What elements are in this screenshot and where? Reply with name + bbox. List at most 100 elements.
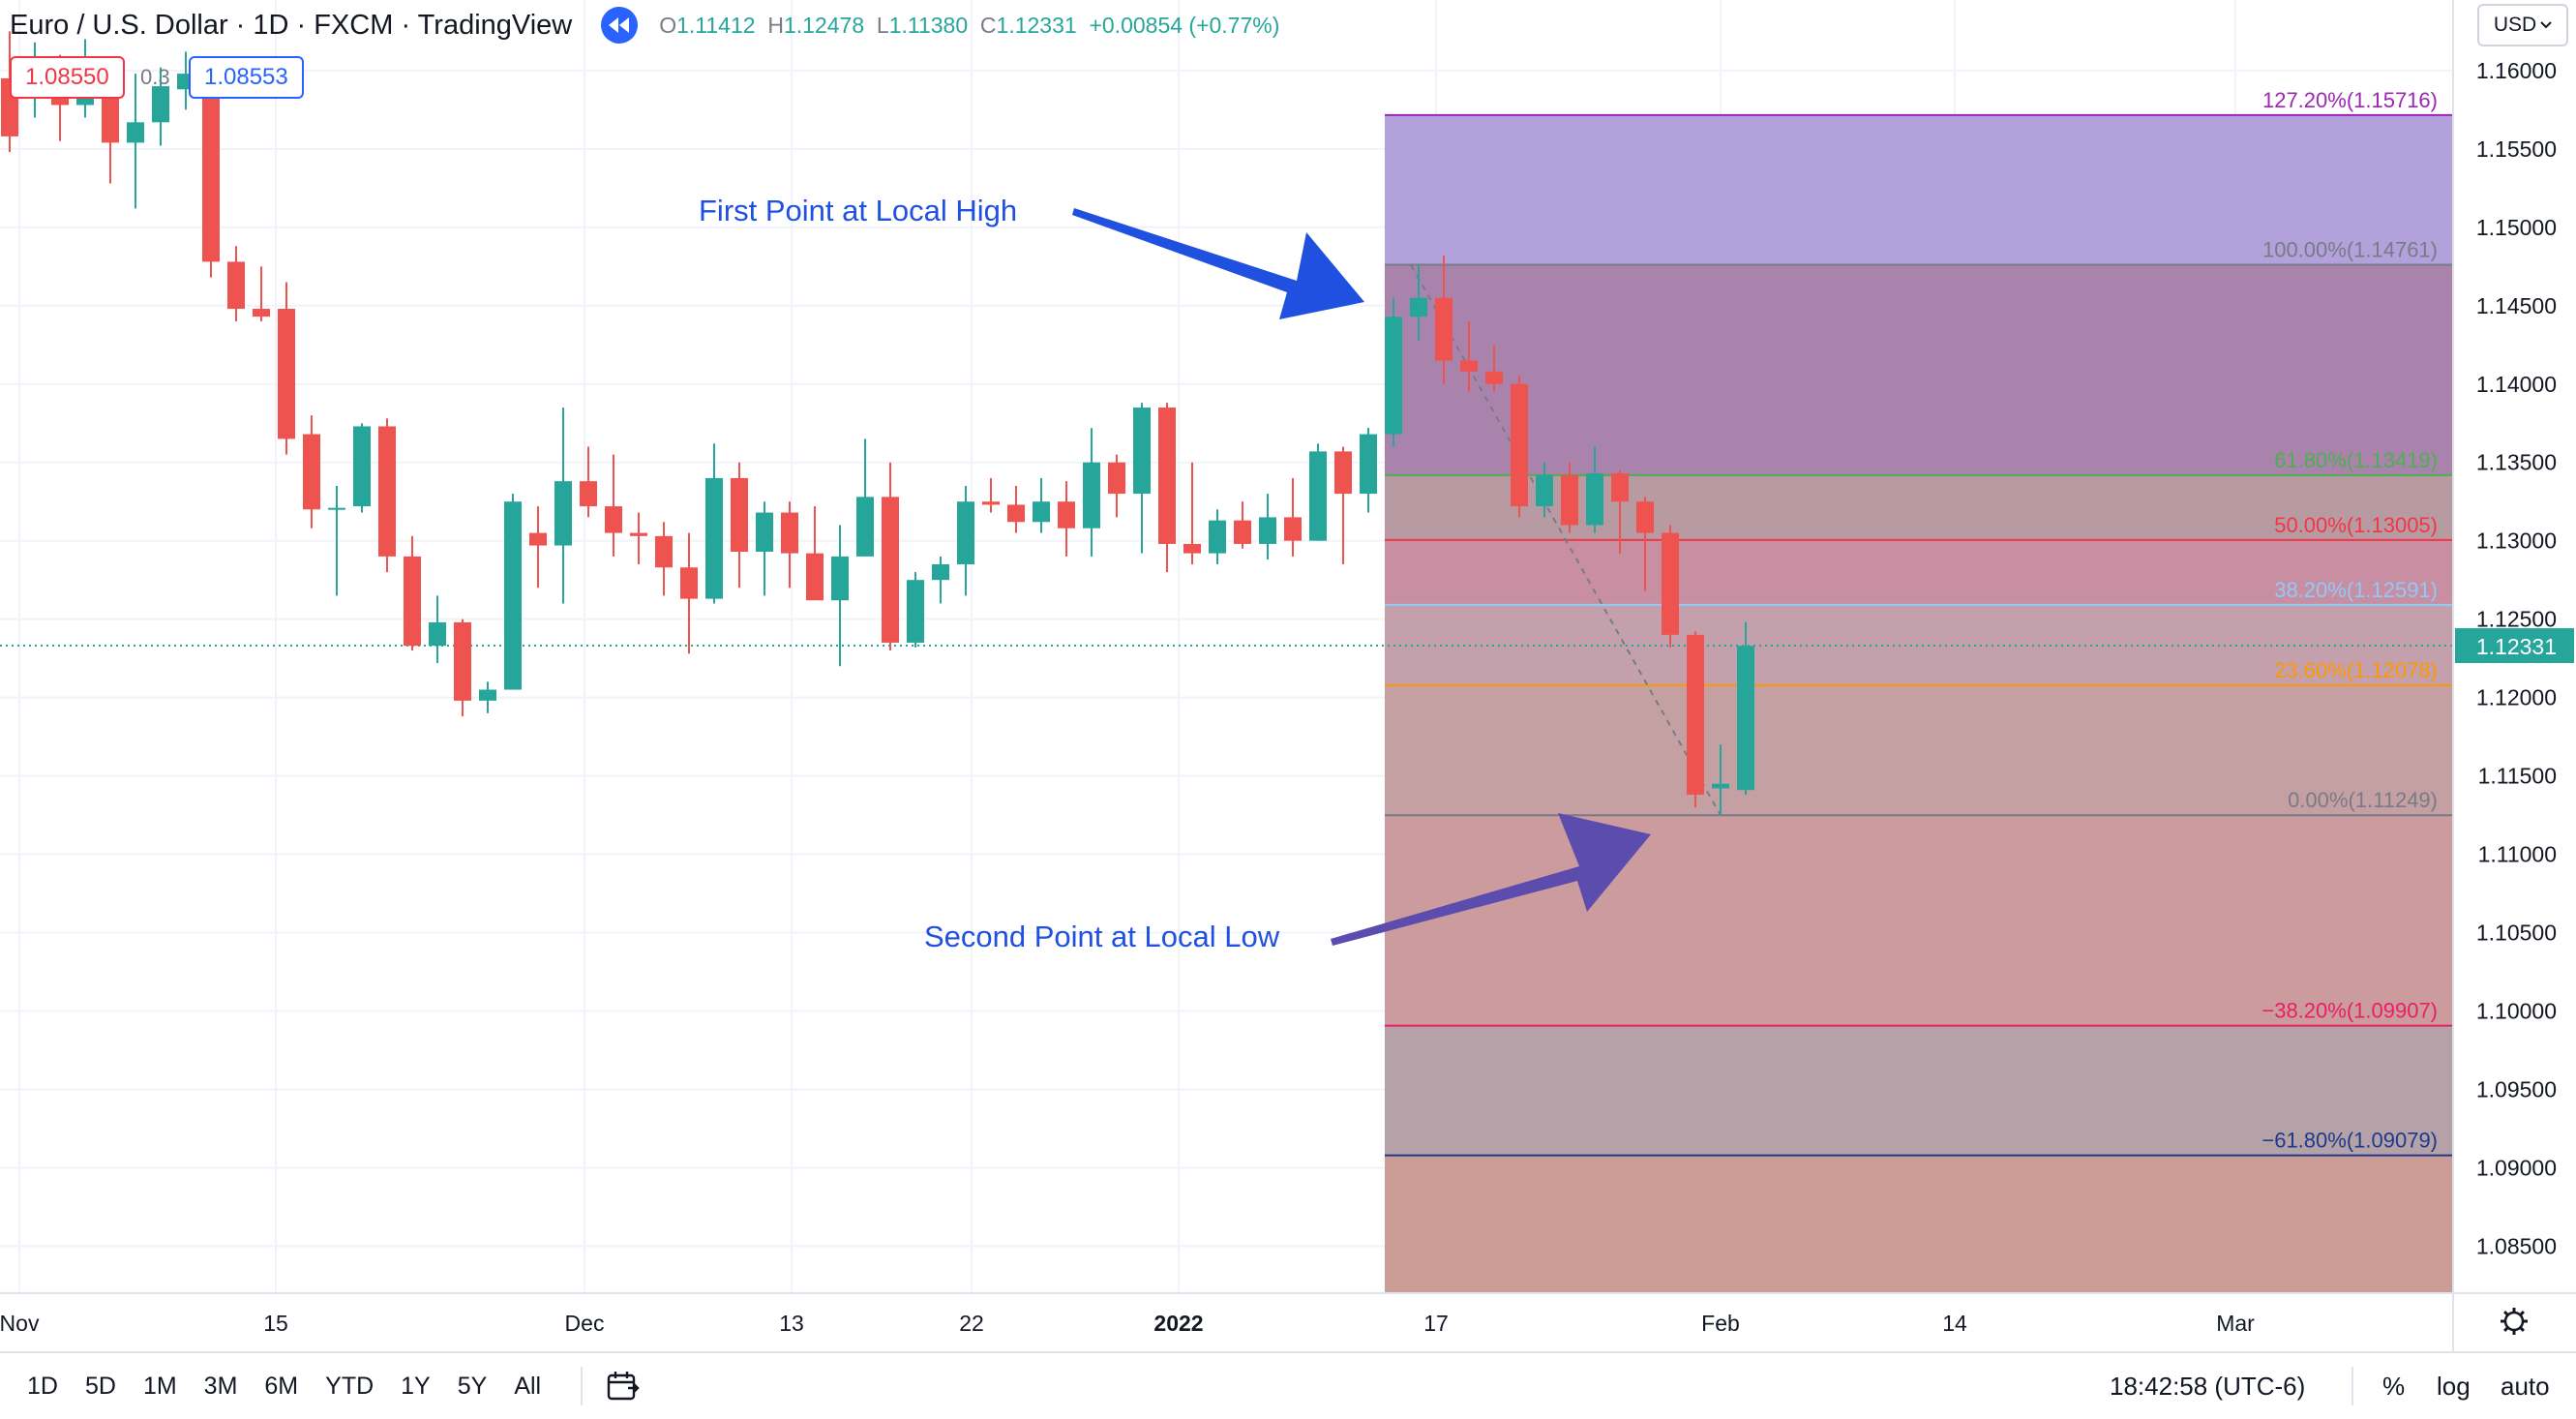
close-value: 1.12331 <box>996 12 1077 38</box>
price-tick-label: 1.11000 <box>2478 842 2557 867</box>
range-button-ytd[interactable]: YTD <box>325 1372 374 1400</box>
price-tick-label: 1.12500 <box>2476 607 2557 632</box>
candle[interactable] <box>1636 501 1654 533</box>
range-button-all[interactable]: All <box>514 1372 542 1400</box>
candle[interactable] <box>1385 317 1402 435</box>
time-tick-label: Nov <box>0 1311 40 1336</box>
candle[interactable] <box>1611 473 1629 502</box>
candle[interactable] <box>957 501 974 564</box>
candle[interactable] <box>1309 451 1327 541</box>
candle[interactable] <box>202 82 220 262</box>
candle[interactable] <box>1687 634 1704 796</box>
auto-toggle[interactable]: auto <box>2501 1371 2550 1401</box>
calendar-icon[interactable] <box>607 1371 640 1402</box>
candle[interactable] <box>227 261 245 310</box>
price-tick-label: 1.15000 <box>2476 215 2557 240</box>
candle[interactable] <box>756 512 773 553</box>
candle[interactable] <box>831 556 849 601</box>
candle[interactable] <box>378 426 396 557</box>
candle[interactable] <box>982 501 1000 505</box>
candle[interactable] <box>1737 646 1754 791</box>
candle[interactable] <box>278 309 295 439</box>
candle[interactable] <box>1435 297 1453 361</box>
arrow-first-point <box>1072 208 1364 319</box>
candle[interactable] <box>1410 297 1427 317</box>
range-button-5y[interactable]: 5Y <box>457 1372 488 1400</box>
range-button-3m[interactable]: 3M <box>203 1372 238 1400</box>
candle[interactable] <box>580 481 597 507</box>
time-tick-label: Mar <box>2216 1311 2255 1336</box>
candle[interactable] <box>1511 383 1528 507</box>
candle[interactable] <box>1561 474 1578 526</box>
candle[interactable] <box>1007 504 1025 523</box>
candle[interactable] <box>1083 462 1100 528</box>
range-button-5d[interactable]: 5D <box>84 1372 116 1400</box>
symbol-title[interactable]: Euro / U.S. Dollar · 1D · FXCM · Trading… <box>10 9 573 41</box>
candle[interactable] <box>1460 360 1478 372</box>
candle[interactable] <box>680 567 698 599</box>
candle[interactable] <box>554 481 572 546</box>
candle[interactable] <box>1586 473 1603 526</box>
candle[interactable] <box>605 506 622 533</box>
percent-toggle[interactable]: % <box>2382 1371 2406 1401</box>
chart-area[interactable]: 127.20%(1.15716) 100.00%(1.14761) 61.80%(1… <box>0 0 2576 1351</box>
candle[interactable] <box>932 563 949 581</box>
fib-trend-line[interactable] <box>1410 264 1722 816</box>
replay-icon[interactable] <box>601 7 639 44</box>
settings-gear-icon[interactable] <box>2501 1308 2528 1335</box>
last-price-badge <box>2455 628 2574 664</box>
candle[interactable] <box>806 553 824 601</box>
candle[interactable] <box>303 434 320 510</box>
candle[interactable] <box>1662 532 1679 635</box>
candle[interactable] <box>1133 408 1151 495</box>
candle[interactable] <box>1485 371 1503 384</box>
buy-price-button[interactable]: 1.08553 <box>189 56 304 99</box>
candle[interactable] <box>1259 517 1276 544</box>
candle[interactable] <box>856 497 874 557</box>
range-button-1y[interactable]: 1Y <box>401 1372 431 1400</box>
candle[interactable] <box>1058 501 1075 528</box>
ohlc-values: O1.11412 H1.12478 L1.11380 C1.12331 +0.0… <box>659 13 1279 39</box>
range-button-6m[interactable]: 6M <box>264 1372 299 1400</box>
candle[interactable] <box>1334 451 1352 495</box>
fib-level-label: 100.00%(1.14761) <box>2262 238 2438 262</box>
candle[interactable] <box>882 497 899 643</box>
candle[interactable] <box>781 512 798 554</box>
candle[interactable] <box>1360 434 1377 495</box>
candle[interactable] <box>1108 462 1125 495</box>
candle[interactable] <box>907 580 924 643</box>
candle[interactable] <box>404 556 421 647</box>
currency-select[interactable]: USD <box>2477 4 2568 46</box>
fib-level-label: 127.20%(1.15716) <box>2262 88 2438 112</box>
candle[interactable] <box>454 621 471 701</box>
sell-price-button[interactable]: 1.08550 <box>10 56 125 99</box>
candle[interactable] <box>705 477 723 599</box>
candle[interactable] <box>127 122 144 143</box>
candle[interactable] <box>731 477 748 553</box>
candle[interactable] <box>328 507 345 510</box>
log-toggle[interactable]: log <box>2437 1371 2471 1401</box>
candle[interactable] <box>1158 408 1176 544</box>
clock-time[interactable]: 18:42:58 (UTC-6) <box>2110 1371 2306 1401</box>
range-button-1m[interactable]: 1M <box>142 1372 177 1400</box>
candle[interactable] <box>1209 520 1226 554</box>
open-label: O <box>659 12 677 38</box>
candle[interactable] <box>429 621 446 647</box>
candle[interactable] <box>529 532 547 546</box>
range-button-1d[interactable]: 1D <box>27 1372 58 1400</box>
candle[interactable] <box>655 535 673 568</box>
candle[interactable] <box>630 532 647 536</box>
candle[interactable] <box>1033 501 1050 523</box>
candle[interactable] <box>353 426 371 507</box>
candle[interactable] <box>1284 517 1302 541</box>
candle[interactable] <box>253 309 270 317</box>
candle[interactable] <box>1536 474 1553 507</box>
candle[interactable] <box>152 86 169 123</box>
candle[interactable] <box>1234 520 1251 544</box>
candle[interactable] <box>504 501 522 690</box>
candle[interactable] <box>1183 543 1201 554</box>
price-tick-label: 1.15500 <box>2476 136 2557 162</box>
fib-level-label: −38.20%(1.09907) <box>2261 999 2438 1023</box>
candle[interactable] <box>479 689 496 701</box>
candle[interactable] <box>1712 783 1729 789</box>
